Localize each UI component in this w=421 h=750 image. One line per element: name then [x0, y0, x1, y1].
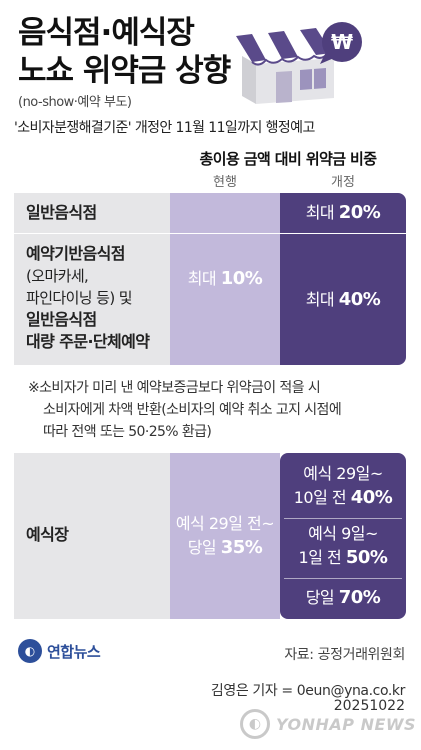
title-line-1: 음식점·예식장 [18, 15, 195, 51]
row2-label-line-1: 예약기반음식점 [26, 244, 125, 263]
yonhap-logo: ◐ 연합뉴스 [18, 638, 101, 664]
revised-value-reservation-restaurant: 최대 40% [305, 289, 381, 310]
row-label-reservation-restaurant: 예약기반음식점 (오마카세, 파인다이닝 등) 및 일반음식점 대량 주문·단체… [26, 243, 150, 353]
watermark-logo-icon: ◐ [240, 709, 270, 739]
row2-label-line-4: 일반음식점 [26, 310, 97, 329]
reporter-credit: 김영은 기자 = 0eun@yna.co.kr [210, 683, 405, 699]
subtitle: (no-show·예약 부도) [18, 95, 132, 110]
revised-separator-1 [284, 518, 402, 519]
page-title: 음식점·예식장 노쇼 위약금 상향 [18, 14, 231, 90]
current-value-wedding: 예식 29일 전~ 당일 35% [175, 514, 275, 558]
revised-separator-2 [284, 578, 402, 579]
lead-text: '소비자분쟁해결기준' 개정안 11월 11일까지 행정예고 [14, 120, 315, 136]
row2-label-line-3: 파인다이닝 등) 및 [26, 289, 133, 307]
date-stamp: 20251022 [333, 698, 405, 714]
yonhap-logo-icon: ◐ [18, 639, 42, 663]
label-panel-top [14, 193, 170, 365]
revised-value-wedding-29-10: 예식 29일~ 10일 전 40% [293, 464, 393, 508]
logo-text: 연합뉴스 [47, 642, 101, 661]
column-header-current: 현행 [213, 175, 237, 190]
won-bubble-icon: ₩ [320, 22, 362, 64]
row2-label-line-5: 대량 주문·단체예약 [26, 332, 150, 351]
revised-value-wedding-same-day: 당일 70% [305, 587, 381, 608]
current-value-restaurants: 최대 10% [187, 268, 263, 289]
label-panel-wedding [14, 453, 170, 619]
note-line-2: 소비자에게 차액 반환(소비자의 예약 취소 고지 시점에 [43, 402, 342, 418]
revised-panel-row1 [280, 193, 406, 233]
table-title: 총이용 금액 대비 위약금 비중 [199, 150, 377, 168]
current-panel-wedding [170, 453, 280, 619]
row2-label-line-2: (오마카세, [26, 267, 89, 285]
current-panel-top [170, 193, 280, 365]
revised-value-wedding-9-1: 예식 9일~ 1일 전 50% [298, 524, 388, 568]
title-line-2: 노쇼 위약금 상향 [18, 53, 231, 89]
svg-text:₩: ₩ [331, 30, 353, 54]
watermark: ◐ YONHAP NEWS [240, 704, 416, 744]
column-header-revised: 개정 [331, 175, 355, 190]
revised-panel-wedding [280, 453, 406, 619]
revised-panel-row2 [280, 234, 406, 365]
revised-value-general-restaurant: 최대 20% [305, 202, 381, 223]
row-label-general-restaurant: 일반음식점 [26, 203, 97, 222]
watermark-text: YONHAP NEWS [276, 714, 417, 734]
note-line-1: ※소비자가 미리 낸 예약보증금보다 위약금이 적을 시 [28, 380, 321, 396]
footnote: ※소비자가 미리 낸 예약보증금보다 위약금이 적을 시 소비자에게 차액 반환… [28, 377, 408, 443]
row-divider [14, 233, 406, 234]
row-label-wedding-hall: 예식장 [26, 525, 69, 544]
source-text: 자료: 공정거래위원회 [284, 647, 405, 663]
note-line-3: 따라 전액 또는 50·25% 환급) [43, 424, 212, 440]
